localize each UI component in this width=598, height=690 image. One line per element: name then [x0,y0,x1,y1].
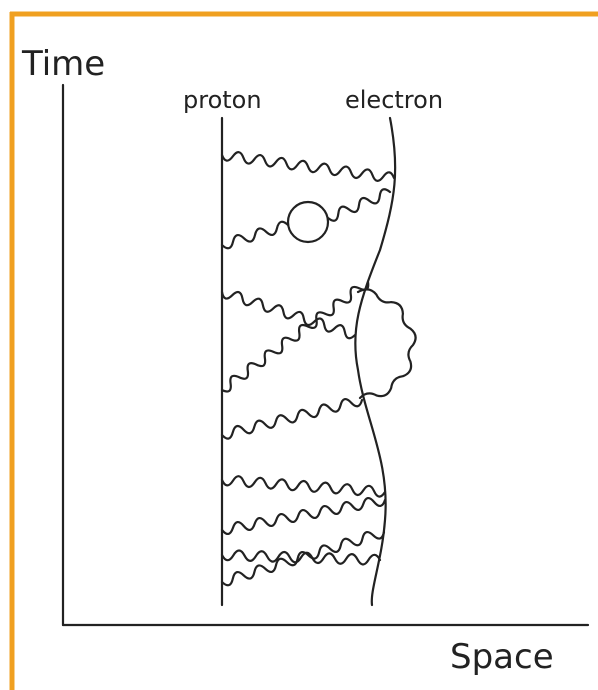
self-energy-photon [356,288,417,400]
photon [326,188,392,222]
photon [220,398,364,440]
photon [220,530,386,587]
proton-label: proton [183,86,262,114]
photon [220,290,357,340]
electron-line [354,116,397,607]
photon [220,280,370,393]
space-label: Space [450,637,554,677]
photon [220,220,290,250]
electron-label: electron [345,86,443,114]
photon [220,549,382,566]
photon [220,497,387,535]
time-label: Time [21,44,105,84]
photons [220,151,417,587]
vacuum-loop [286,200,330,244]
photon [220,475,387,498]
photon [220,151,396,182]
